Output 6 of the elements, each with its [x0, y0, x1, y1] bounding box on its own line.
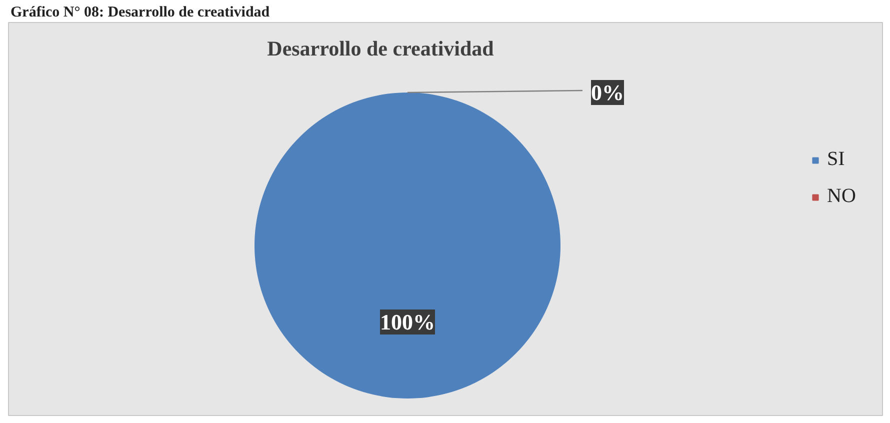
- data-label: 100%: [380, 310, 435, 334]
- legend-label: NO: [827, 185, 856, 208]
- text: Gráfico N° 08: Desarrollo de creatividad: [10, 4, 270, 20]
- text: 0%: [591, 80, 624, 105]
- chart-title: Desarrollo de creatividad: [267, 36, 494, 60]
- legend-label: SI: [827, 148, 846, 171]
